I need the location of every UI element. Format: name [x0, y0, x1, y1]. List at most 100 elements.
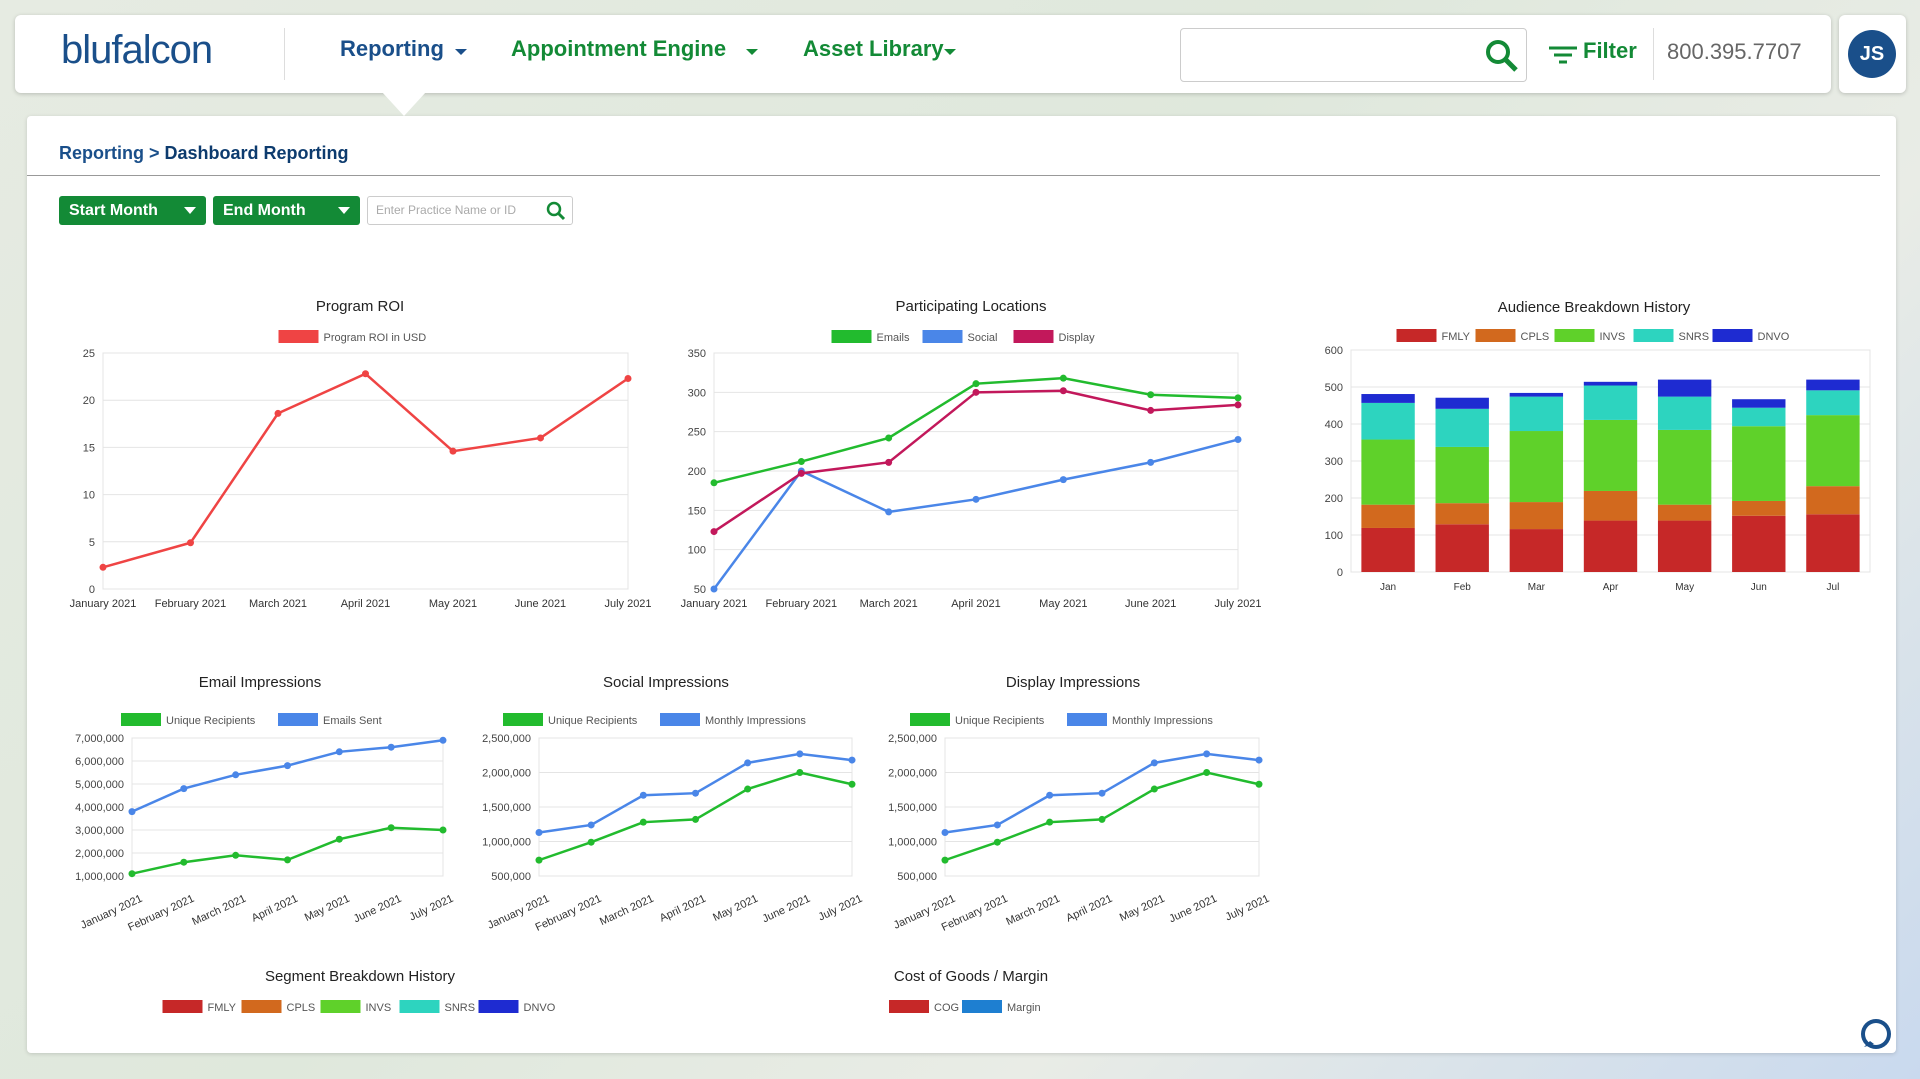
legend-label: Social: [968, 332, 998, 344]
start-month-label: Start Month: [69, 202, 158, 219]
x-tick-label: March 2021: [1004, 893, 1062, 928]
y-tick-label: 10: [83, 490, 95, 502]
point: [387, 743, 395, 751]
x-tick-label: Jan: [1380, 582, 1396, 593]
legend-label: SNRS: [1679, 331, 1710, 343]
y-tick-label: 0: [89, 584, 95, 596]
breadcrumb-current: Dashboard Reporting: [164, 143, 349, 163]
point: [941, 856, 949, 864]
point: [128, 808, 136, 816]
x-tick-label: April 2021: [951, 598, 1001, 610]
point: [692, 815, 699, 823]
y-tick-label: 600: [1325, 345, 1343, 357]
chart-title: Segment Breakdown History: [265, 968, 456, 985]
y-tick-label: 25: [83, 348, 95, 360]
y-tick-label: 20: [83, 395, 95, 407]
point: [1255, 780, 1263, 788]
start-month[interactable]: Start Month: [59, 196, 206, 225]
point: [1234, 436, 1242, 444]
point: [848, 756, 856, 764]
bar-segment: [1583, 385, 1638, 420]
legend-label: Display: [1059, 332, 1096, 344]
point: [537, 434, 544, 442]
chat-icon[interactable]: [1858, 1017, 1894, 1053]
search-box[interactable]: [1180, 28, 1527, 82]
bar-segment: [1509, 396, 1564, 432]
panel: [27, 116, 1896, 1053]
search-placeholder: Enter Practice Name or ID: [376, 203, 517, 217]
legend-label: SNRS: [445, 1002, 476, 1014]
bar-segment: [1732, 500, 1786, 516]
x-tick-label: March 2021: [598, 893, 656, 928]
point: [885, 434, 893, 442]
filter[interactable]: Filter: [1583, 38, 1637, 63]
point: [941, 829, 949, 837]
x-tick-label: May 2021: [303, 893, 352, 924]
point: [362, 370, 369, 378]
y-tick-label: 500,000: [897, 871, 937, 883]
chart-title: Participating Locations: [896, 298, 1047, 315]
point: [1046, 791, 1054, 799]
point: [972, 388, 980, 396]
point: [993, 821, 1001, 829]
legend-swatch: [399, 1000, 440, 1013]
nav-reporting[interactable]: Reporting: [340, 36, 444, 61]
legend-label: Monthly Impressions: [705, 715, 806, 727]
point: [848, 780, 856, 788]
bar-segment: [1806, 486, 1860, 515]
x-tick-label: March 2021: [249, 598, 307, 610]
x-tick-label: June 2021: [1125, 598, 1176, 610]
x-tick-label: July 2021: [408, 893, 456, 924]
legend-label: INVS: [1600, 331, 1626, 343]
legend-label: Program ROI in USD: [324, 332, 427, 344]
point: [797, 469, 805, 477]
search-icon[interactable]: [1484, 38, 1520, 74]
bar-segment: [1732, 399, 1786, 408]
point: [180, 858, 188, 866]
point: [1059, 476, 1067, 484]
plot-frame: [102, 352, 629, 590]
x-tick-label: May 2021: [711, 893, 760, 924]
y-tick-label: 150: [688, 505, 706, 517]
end-month[interactable]: End Month: [213, 196, 360, 225]
y-tick-label: 15: [83, 442, 95, 454]
nav-appointment[interactable]: Appointment Engine: [511, 36, 727, 61]
breadcrumb-parent[interactable]: Reporting >: [59, 143, 160, 163]
legend-label: DNVO: [524, 1002, 556, 1014]
y-tick-label: 1,500,000: [482, 802, 531, 814]
point: [284, 762, 291, 770]
y-tick-label: 3,000,000: [75, 825, 124, 837]
point: [1098, 789, 1106, 797]
point: [797, 458, 805, 466]
practice-search[interactable]: Enter Practice Name or ID: [367, 196, 573, 225]
point: [180, 785, 188, 793]
avatar[interactable]: JS: [1848, 30, 1896, 78]
y-tick-label: 2,500,000: [888, 733, 937, 745]
point: [128, 870, 136, 878]
point: [1046, 818, 1054, 826]
series-line: [131, 826, 444, 875]
x-tick-label: February 2021: [155, 598, 227, 610]
legend-label: Monthly Impressions: [1112, 715, 1213, 727]
logo[interactable]: blufalcon: [61, 28, 213, 72]
legend-label: Unique Recipients: [955, 715, 1045, 727]
x-tick-label: March 2021: [860, 598, 918, 610]
nav-carets: [455, 49, 956, 55]
nav-assets[interactable]: Asset Library: [803, 36, 944, 61]
point: [972, 495, 980, 503]
x-tick-label: May 2021: [1039, 598, 1087, 610]
x-tick-label: July 2021: [817, 893, 865, 924]
header: [15, 15, 1831, 93]
legend-label: CPLS: [287, 1002, 316, 1014]
x-tick-label: April 2021: [250, 893, 300, 925]
legend-swatch: [962, 1000, 1002, 1013]
point: [1147, 406, 1155, 414]
legend-label: COG: [934, 1002, 959, 1014]
legend-swatch: [320, 1000, 361, 1013]
point: [692, 789, 699, 797]
point: [710, 479, 718, 487]
end-month-label: End Month: [223, 202, 306, 219]
y-tick-label: 1,500,000: [888, 802, 937, 814]
y-tick-label: 500: [1325, 382, 1343, 394]
rule: [27, 175, 1880, 176]
